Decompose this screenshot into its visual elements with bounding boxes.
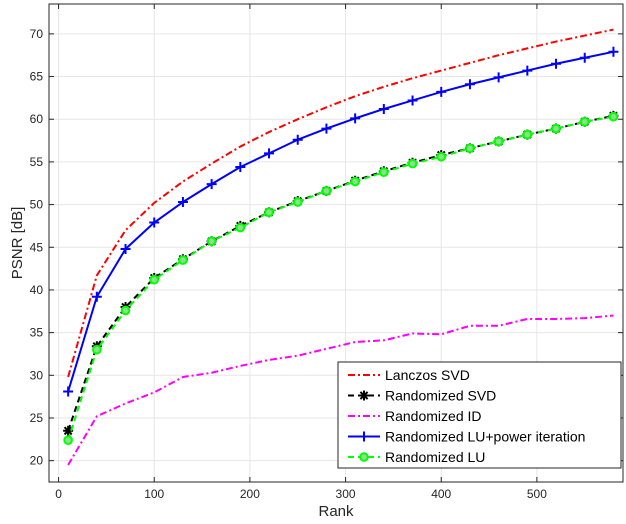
x-tick-label: 400 xyxy=(431,487,451,501)
data-point-randomized-lu xyxy=(551,123,561,134)
legend-marker-randomized-lu-power-iteration xyxy=(359,431,369,442)
series-line-randomized-lu xyxy=(67,115,614,441)
data-point-randomized-lu xyxy=(350,176,360,187)
data-point-randomized-lu xyxy=(292,197,303,207)
y-tick-label: 35 xyxy=(30,326,44,340)
x-tick-label: 100 xyxy=(144,487,164,501)
y-tick-label: 40 xyxy=(30,283,44,297)
data-point-randomized-lu-power-iteration xyxy=(292,134,303,145)
data-point-randomized-lu xyxy=(206,236,217,247)
data-point-randomized-lu xyxy=(579,116,590,127)
series-line-lanczos-svd xyxy=(67,28,614,378)
data-point-randomized-lu-power-iteration xyxy=(407,95,418,106)
data-series xyxy=(63,28,619,466)
x-tick-label: 0 xyxy=(55,487,62,501)
legend-label-randomized-svd: Randomized SVD xyxy=(385,388,496,404)
y-tick-label: 45 xyxy=(30,240,44,254)
legend-item-randomized-svd: Randomized SVD xyxy=(348,388,496,404)
y-tick-label: 50 xyxy=(30,198,44,212)
data-point-randomized-lu xyxy=(63,435,73,445)
data-point-randomized-lu-power-iteration xyxy=(378,103,389,114)
data-point-randomized-lu xyxy=(436,151,447,162)
legend: Lanczos SVD Randomized SVD Randomized ID Ra… xyxy=(337,361,622,469)
y-axis-title: PSNR [dB] xyxy=(9,207,26,280)
grid-lines xyxy=(49,4,623,482)
data-point-randomized-lu xyxy=(321,186,332,196)
legend-item-lanczos-svd: Lanczos SVD xyxy=(348,367,470,383)
data-point-randomized-lu-power-iteration xyxy=(321,123,332,134)
data-point-randomized-lu xyxy=(608,111,619,122)
data-point-randomized-lu xyxy=(522,129,533,140)
data-point-randomized-lu-power-iteration xyxy=(608,46,619,57)
y-tick-label: 60 xyxy=(30,112,44,126)
data-point-randomized-lu xyxy=(379,167,389,177)
data-point-randomized-lu xyxy=(407,158,418,169)
legend-label-randomized-lu-power-iteration: Randomized LU+power iteration xyxy=(385,429,585,445)
legend-item-randomized-lu: Randomized LU xyxy=(348,449,485,465)
series-randomized-id xyxy=(67,314,614,466)
data-point-randomized-lu-power-iteration xyxy=(579,52,590,63)
series-line-randomized-id xyxy=(67,314,614,466)
data-point-randomized-lu-power-iteration xyxy=(264,148,275,159)
data-point-randomized-lu-power-iteration xyxy=(551,58,562,69)
legend-label-randomized-id: Randomized ID xyxy=(385,408,482,424)
x-tick-label: 300 xyxy=(336,487,356,501)
y-tick-label: 20 xyxy=(30,454,44,468)
data-point-randomized-lu-power-iteration xyxy=(120,243,131,254)
data-point-randomized-lu xyxy=(235,222,246,233)
series-lanczos-svd xyxy=(67,28,614,378)
data-point-randomized-lu-power-iteration xyxy=(177,197,188,208)
data-point-randomized-lu xyxy=(92,344,102,355)
x-axis-title: Rank xyxy=(318,503,354,520)
legend-label-randomized-lu: Randomized LU xyxy=(385,449,485,465)
legend-label-lanczos-svd: Lanczos SVD xyxy=(385,367,470,383)
legend-marker-randomized-svd xyxy=(359,390,369,401)
x-tick-label: 200 xyxy=(240,487,260,501)
data-point-randomized-lu xyxy=(465,143,475,154)
data-point-randomized-lu xyxy=(149,274,160,285)
plot-area-border xyxy=(48,3,624,483)
data-point-randomized-lu-power-iteration xyxy=(206,179,217,190)
y-tick-label: 30 xyxy=(30,368,44,382)
data-point-randomized-lu xyxy=(120,305,131,316)
legend-item-randomized-lu-power-iteration: Randomized LU+power iteration xyxy=(348,429,585,445)
data-point-randomized-lu xyxy=(264,207,274,218)
data-point-randomized-lu xyxy=(178,255,188,265)
y-tick-label: 55 xyxy=(30,155,44,169)
y-tick-label: 25 xyxy=(30,411,44,425)
x-tick-label: 500 xyxy=(527,487,547,501)
series-randomized-lu-power-iteration xyxy=(63,46,619,397)
data-point-randomized-lu-power-iteration xyxy=(350,113,361,124)
series-line-randomized-svd xyxy=(67,114,614,432)
data-point-randomized-svd xyxy=(63,425,74,436)
y-tick-label: 65 xyxy=(30,70,44,84)
series-line-randomized-lu-power-iteration xyxy=(67,50,614,392)
data-point-randomized-lu-power-iteration xyxy=(63,386,74,397)
data-point-randomized-lu-power-iteration xyxy=(235,162,246,173)
legend-marker-randomized-lu xyxy=(359,452,369,462)
y-tick-label: 70 xyxy=(30,27,44,41)
legend-item-randomized-id: Randomized ID xyxy=(348,408,482,424)
data-point-randomized-lu-power-iteration xyxy=(493,72,504,83)
series-randomized-lu xyxy=(63,111,619,445)
data-point-randomized-lu-power-iteration xyxy=(522,65,533,76)
data-point-randomized-lu-power-iteration xyxy=(149,217,160,228)
legend-box xyxy=(337,361,622,469)
data-point-randomized-lu-power-iteration xyxy=(91,291,102,302)
data-point-randomized-lu xyxy=(493,136,504,147)
data-point-randomized-lu-power-iteration xyxy=(464,79,475,90)
data-point-randomized-lu-power-iteration xyxy=(436,86,447,97)
